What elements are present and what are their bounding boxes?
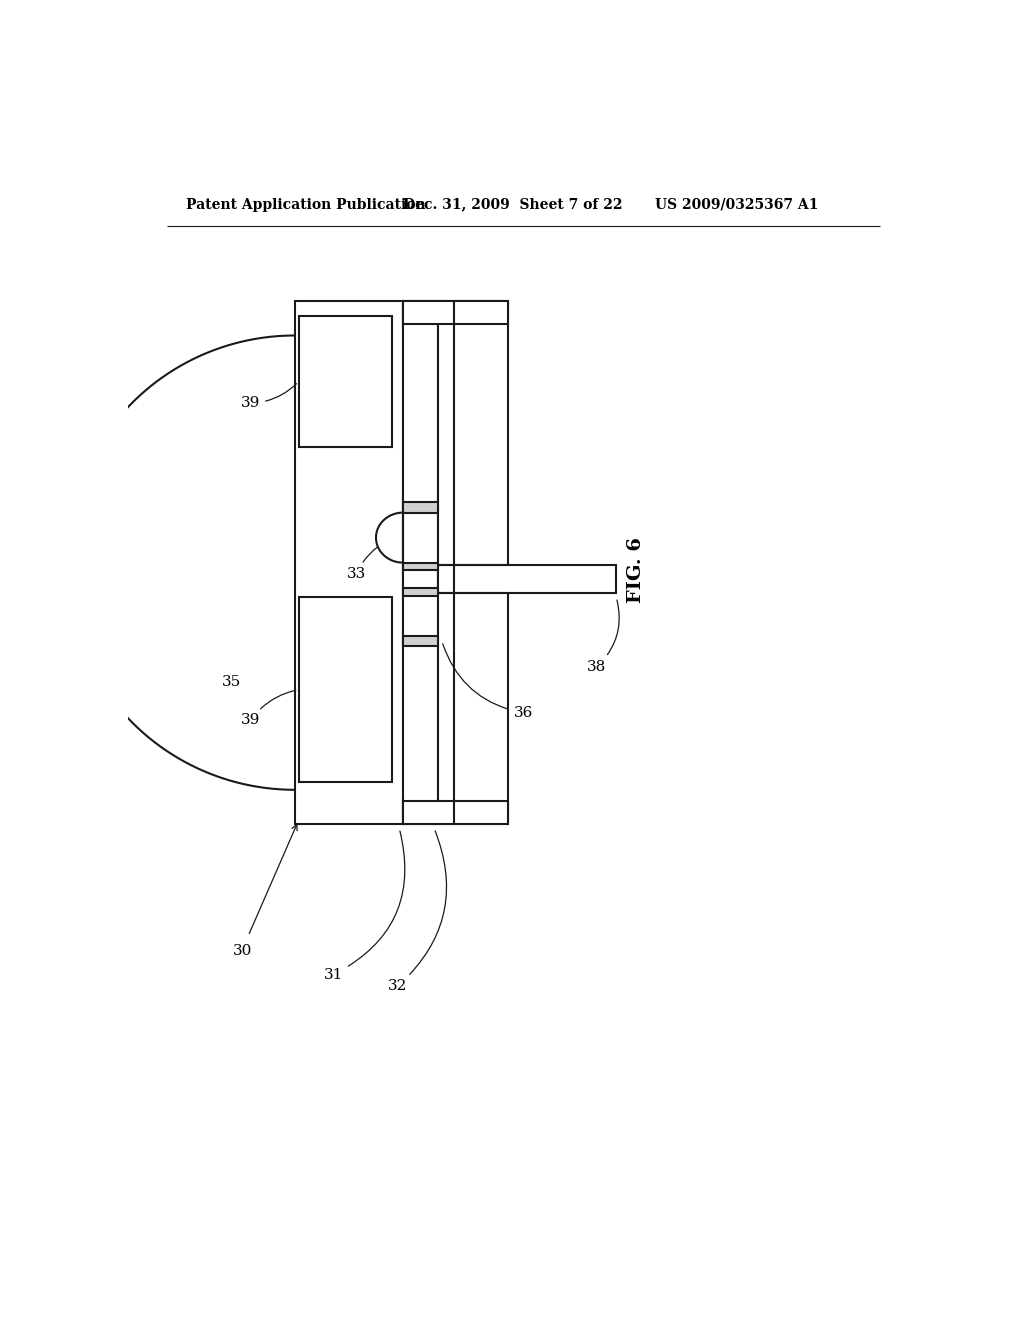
Text: 31: 31 (324, 832, 404, 982)
Bar (403, 636, 438, 645)
Bar (403, 301, 508, 323)
Bar (403, 589, 438, 595)
Text: 38: 38 (587, 601, 620, 673)
Bar (403, 502, 438, 512)
Bar (299, 597, 391, 781)
Bar (299, 317, 391, 447)
Text: Dec. 31, 2009  Sheet 7 of 22: Dec. 31, 2009 Sheet 7 of 22 (403, 198, 623, 211)
Text: 33: 33 (347, 546, 378, 581)
Text: 35: 35 (221, 675, 241, 689)
Bar (438, 565, 616, 594)
Text: 39: 39 (241, 384, 297, 411)
Bar (403, 801, 508, 825)
Text: Patent Application Publication: Patent Application Publication (186, 198, 426, 211)
Bar (403, 562, 438, 570)
Bar (295, 301, 403, 825)
Text: 32: 32 (388, 830, 446, 993)
Text: US 2009/0325367 A1: US 2009/0325367 A1 (655, 198, 818, 211)
Text: 36: 36 (442, 644, 532, 719)
Text: FIG. 6: FIG. 6 (627, 537, 645, 603)
Bar (403, 301, 438, 825)
Text: 39: 39 (241, 690, 296, 727)
Bar (438, 301, 508, 825)
Text: 30: 30 (233, 944, 252, 958)
